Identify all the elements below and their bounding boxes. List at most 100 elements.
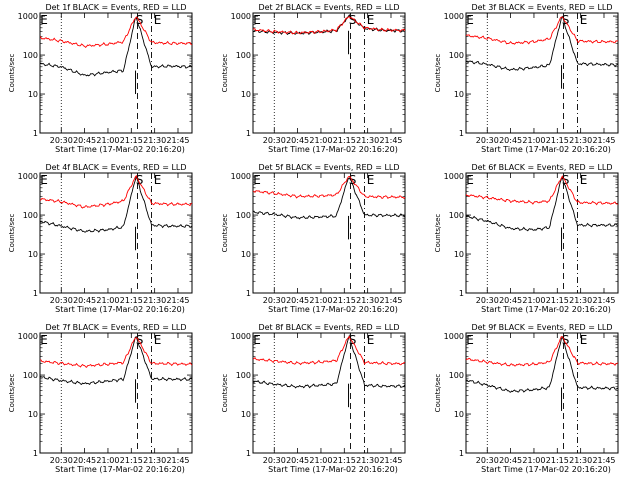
- x-tick-label: 20:30: [263, 456, 286, 465]
- start-marker-label: S: [562, 13, 570, 27]
- x-tick-label: 21:30: [143, 136, 166, 145]
- start-marker-label: S: [562, 333, 570, 347]
- panel-det-6: Det 6f BLACK = Events, RED = LLD 1 10 100 10…: [434, 163, 619, 314]
- panel-det-7: Det 7f BLACK = Events, RED = LLD 1 10 100 10…: [8, 323, 193, 474]
- end-marker-label: E: [367, 13, 375, 27]
- y-axis-label: Counts/sec: [8, 374, 16, 413]
- end-marker-label: E: [154, 13, 162, 27]
- y-tick-label: 100: [236, 51, 251, 60]
- plot-frame: [465, 332, 619, 454]
- series-line-events: [466, 175, 618, 232]
- end-marker-label-left: E: [253, 333, 261, 347]
- panel-title: Det 7f BLACK = Events, RED = LLD: [45, 323, 186, 332]
- x-tick-label: 21:00: [309, 296, 332, 305]
- y-tick-label: 1000: [231, 12, 251, 21]
- plot-frame: [252, 172, 406, 294]
- x-tick-label: 20:30: [263, 136, 286, 145]
- x-tick-label: 21:30: [356, 296, 379, 305]
- y-axis-label: Counts/sec: [221, 374, 229, 413]
- x-tick-label: 21:45: [592, 296, 615, 305]
- plot-frame: [39, 172, 193, 294]
- end-marker-label: E: [154, 333, 162, 347]
- y-tick-label: 100: [23, 211, 38, 220]
- series-line-lld: [466, 336, 618, 367]
- series-line-events: [253, 14, 405, 36]
- y-tick-label: 100: [449, 51, 464, 60]
- end-marker-label: E: [580, 13, 588, 27]
- x-axis-label: Start Time (17-Mar-02 20:16:20): [55, 145, 185, 154]
- y-tick-label: 10: [241, 90, 251, 99]
- x-tick-label: 21:45: [592, 456, 615, 465]
- start-marker-label: S: [136, 333, 144, 347]
- y-tick-label: 1: [33, 289, 38, 298]
- x-axis-label: Start Time (17-Mar-02 20:16:20): [55, 465, 185, 474]
- x-axis-label: Start Time (17-Mar-02 20:16:20): [481, 305, 611, 314]
- x-tick-label: 21:30: [569, 136, 592, 145]
- x-tick-label: 20:45: [499, 456, 522, 465]
- x-tick-label: 21:45: [379, 456, 402, 465]
- y-tick-label: 1000: [231, 172, 251, 181]
- series-line-events: [253, 334, 405, 389]
- x-tick-label: 21:45: [379, 296, 402, 305]
- x-tick-label: 21:15: [120, 456, 143, 465]
- plot-frame: [252, 12, 406, 134]
- x-tick-label: 21:00: [522, 136, 545, 145]
- x-tick-label: 21:30: [356, 136, 379, 145]
- x-axis-label: Start Time (17-Mar-02 20:16:20): [55, 305, 185, 314]
- end-marker-label-left: E: [466, 173, 474, 187]
- x-tick-label: 21:30: [143, 296, 166, 305]
- plot-frame: [39, 12, 193, 134]
- x-tick-label: 21:15: [120, 136, 143, 145]
- end-marker-label-left: E: [253, 13, 261, 27]
- y-axis-label: Counts/sec: [434, 374, 442, 413]
- x-tick-label: 21:30: [143, 456, 166, 465]
- series-line-events: [253, 177, 405, 220]
- series-line-lld: [253, 175, 405, 200]
- x-tick-label: 20:30: [476, 296, 499, 305]
- series-line-lld: [253, 16, 405, 35]
- y-tick-label: 10: [454, 410, 464, 419]
- x-tick-label: 21:45: [166, 296, 189, 305]
- y-axis-label: Counts/sec: [221, 54, 229, 93]
- x-tick-label: 21:30: [569, 296, 592, 305]
- y-tick-label: 1000: [444, 172, 464, 181]
- panel-title: Det 5f BLACK = Events, RED = LLD: [258, 163, 399, 172]
- panel-det-3: Det 3f BLACK = Events, RED = LLD 1 10 100 10…: [434, 3, 619, 154]
- y-axis-label: Counts/sec: [221, 214, 229, 253]
- x-tick-label: 21:15: [120, 296, 143, 305]
- panel-title: Det 6f BLACK = Events, RED = LLD: [471, 163, 612, 172]
- x-tick-label: 21:15: [333, 296, 356, 305]
- panel-det-4: Det 4f BLACK = Events, RED = LLD 1 10 100 10…: [8, 163, 193, 314]
- x-tick-label: 20:45: [286, 456, 309, 465]
- end-marker-label: E: [154, 173, 162, 187]
- series-line-lld: [40, 16, 192, 49]
- x-axis-label: Start Time (17-Mar-02 20:16:20): [481, 145, 611, 154]
- start-marker-label: S: [136, 173, 144, 187]
- x-tick-label: 20:30: [50, 136, 73, 145]
- y-axis-label: Counts/sec: [434, 54, 442, 93]
- y-tick-label: 1: [33, 449, 38, 458]
- x-tick-label: 20:45: [286, 136, 309, 145]
- end-marker-label: E: [367, 333, 375, 347]
- panel-title: Det 2f BLACK = Events, RED = LLD: [258, 3, 399, 12]
- series-line-events: [40, 17, 192, 77]
- y-tick-label: 10: [454, 250, 464, 259]
- y-tick-label: 100: [23, 51, 38, 60]
- series-line-lld: [253, 335, 405, 366]
- x-axis-label: Start Time (17-Mar-02 20:16:20): [268, 305, 398, 314]
- y-tick-label: 100: [23, 371, 38, 380]
- y-tick-label: 1000: [18, 12, 38, 21]
- panel-title: Det 3f BLACK = Events, RED = LLD: [471, 3, 612, 12]
- panel-det-8: Det 8f BLACK = Events, RED = LLD 1 10 100 10…: [221, 323, 406, 474]
- y-tick-label: 10: [28, 90, 38, 99]
- plot-frame: [252, 332, 406, 454]
- end-marker-label-left: E: [40, 333, 48, 347]
- x-tick-label: 20:45: [499, 296, 522, 305]
- x-tick-label: 20:30: [50, 456, 73, 465]
- y-tick-label: 1: [459, 289, 464, 298]
- x-axis-label: Start Time (17-Mar-02 20:16:20): [481, 465, 611, 474]
- x-tick-label: 21:15: [546, 456, 569, 465]
- y-tick-label: 1: [459, 449, 464, 458]
- y-tick-label: 100: [236, 211, 251, 220]
- y-tick-label: 1: [246, 449, 251, 458]
